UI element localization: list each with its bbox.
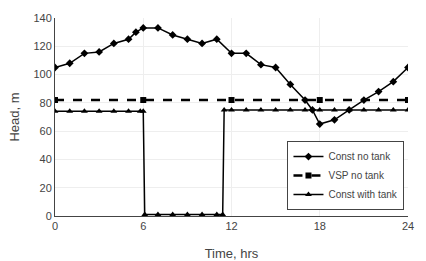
svg-text:Head, m: Head, m (7, 92, 22, 141)
svg-text:Time, hrs: Time, hrs (205, 246, 259, 261)
svg-text:20: 20 (40, 182, 52, 194)
svg-text:120: 120 (33, 40, 51, 52)
svg-text:40: 40 (40, 153, 52, 165)
svg-text:18: 18 (314, 220, 326, 232)
svg-text:100: 100 (33, 68, 51, 80)
svg-text:Const no tank: Const no tank (328, 151, 391, 162)
svg-text:80: 80 (40, 97, 52, 109)
svg-text:60: 60 (40, 125, 52, 137)
svg-text:0: 0 (46, 210, 52, 222)
svg-text:12: 12 (225, 220, 237, 232)
svg-text:6: 6 (140, 220, 146, 232)
svg-text:24: 24 (402, 220, 414, 232)
svg-text:140: 140 (33, 12, 51, 24)
svg-text:Const with tank: Const with tank (328, 189, 397, 200)
svg-text:VSP no tank: VSP no tank (328, 170, 384, 181)
svg-text:0: 0 (52, 220, 58, 232)
